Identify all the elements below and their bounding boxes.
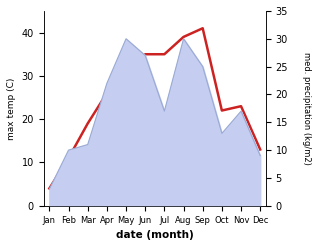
Y-axis label: max temp (C): max temp (C) (7, 77, 16, 140)
X-axis label: date (month): date (month) (116, 230, 194, 240)
Y-axis label: med. precipitation (kg/m2): med. precipitation (kg/m2) (302, 52, 311, 165)
